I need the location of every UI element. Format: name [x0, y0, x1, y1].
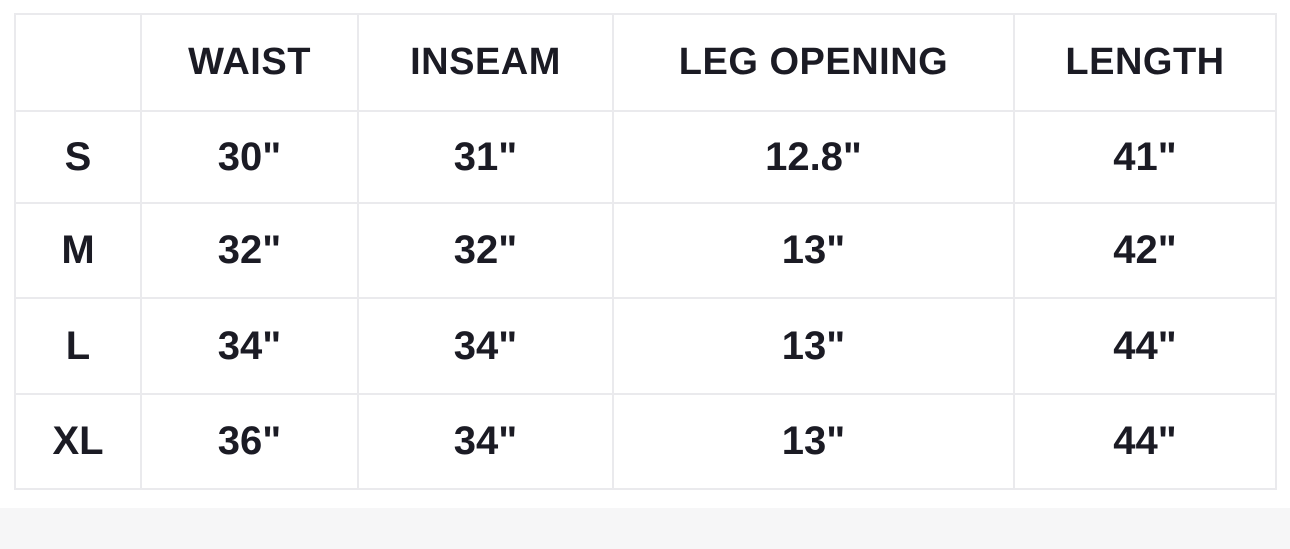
table-row-m: M 32" 32" 13" 42"	[14, 202, 1277, 299]
cell-s-waist: 30"	[140, 110, 359, 204]
column-header-leg-opening: LEG OPENING	[612, 13, 1015, 112]
row-label-xl: XL	[14, 393, 142, 490]
cell-m-inseam: 32"	[357, 202, 614, 299]
table-row-l: L 34" 34" 13" 44"	[14, 297, 1277, 395]
table-row-s: S 30" 31" 12.8" 41"	[14, 110, 1277, 204]
cell-s-inseam: 31"	[357, 110, 614, 204]
row-label-s: S	[14, 110, 142, 204]
column-header-waist: WAIST	[140, 13, 359, 112]
cell-l-leg-opening: 13"	[612, 297, 1015, 395]
column-header-inseam: INSEAM	[357, 13, 614, 112]
cell-xl-leg-opening: 13"	[612, 393, 1015, 490]
table-header-row: WAIST INSEAM LEG OPENING LENGTH	[14, 13, 1277, 112]
footer-band	[0, 508, 1290, 549]
cell-xl-length: 44"	[1013, 393, 1277, 490]
cell-l-inseam: 34"	[357, 297, 614, 395]
cell-m-waist: 32"	[140, 202, 359, 299]
cell-s-length: 41"	[1013, 110, 1277, 204]
cell-s-leg-opening: 12.8"	[612, 110, 1015, 204]
table-row-xl: XL 36" 34" 13" 44"	[14, 393, 1277, 490]
row-label-m: M	[14, 202, 142, 299]
column-header-length: LENGTH	[1013, 13, 1277, 112]
row-label-l: L	[14, 297, 142, 395]
cell-l-length: 44"	[1013, 297, 1277, 395]
corner-cell	[14, 13, 142, 112]
cell-xl-waist: 36"	[140, 393, 359, 490]
cell-m-leg-opening: 13"	[612, 202, 1015, 299]
size-chart-table: WAIST INSEAM LEG OPENING LENGTH S 30" 31…	[14, 13, 1277, 490]
cell-m-length: 42"	[1013, 202, 1277, 299]
cell-xl-inseam: 34"	[357, 393, 614, 490]
cell-l-waist: 34"	[140, 297, 359, 395]
